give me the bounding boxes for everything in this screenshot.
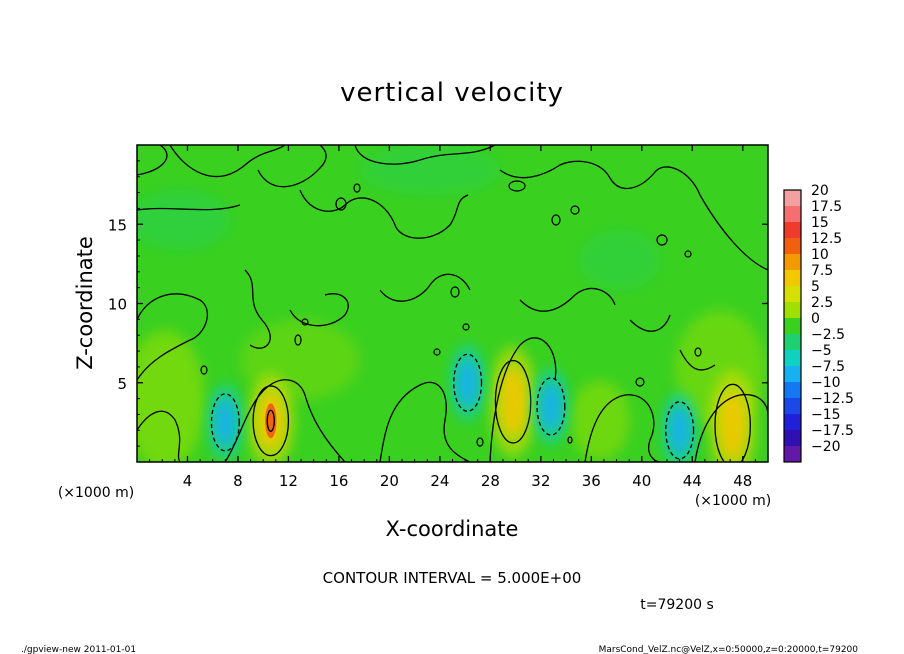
x-tick-label: 32 <box>531 472 550 490</box>
colorbar-swatch <box>784 238 801 255</box>
x-tick-label: 24 <box>430 472 449 490</box>
downdraft-cell <box>532 368 570 446</box>
colorbar-label: −12.5 <box>811 391 854 407</box>
x-axis: 4 8 12 16 20 24 28 32 36 40 44 48 <box>149 145 756 490</box>
x-tick-label: 36 <box>582 472 601 490</box>
cell-contour <box>665 401 695 460</box>
colorbar-label: 12.5 <box>811 231 842 247</box>
colorbar-swatch <box>784 350 801 367</box>
x-tick-label: 8 <box>233 472 243 490</box>
y-axis: 5 10 15 <box>108 160 768 447</box>
colorbar-label: 5 <box>811 279 820 295</box>
x-tick-label: 4 <box>183 472 193 490</box>
x-tick-label: 20 <box>380 472 399 490</box>
colorbar-swatch <box>784 254 801 271</box>
cell-core <box>718 390 747 461</box>
colorbar-label: −20 <box>811 439 841 455</box>
updraft-cell <box>708 369 757 462</box>
cell-core <box>456 358 479 408</box>
colorbar-frame <box>783 189 802 463</box>
x-tick-label: 44 <box>683 472 702 490</box>
footer-right: MarsCond_VelZ.nc@VelZ,x=0:50000,z=0:2000… <box>599 645 859 654</box>
y-tick-label: 10 <box>108 296 127 314</box>
colorbar-label: −2.5 <box>811 327 845 343</box>
colorbar-swatch <box>784 366 801 383</box>
cell-core <box>668 406 691 455</box>
colorbar-label: 17.5 <box>811 199 842 215</box>
cell-contour <box>536 377 566 436</box>
time-text: t=79200 s <box>640 597 714 613</box>
y-axis-label: Z-coordinate <box>73 236 97 370</box>
x-tick-label: 40 <box>632 472 651 490</box>
contour-interval-text: CONTOUR INTERVAL = 5.000E+00 <box>323 569 582 587</box>
x-unit-right: (×1000 m) <box>695 493 771 509</box>
footer-left: ./gpview-new 2011-01-01 <box>21 645 136 654</box>
colorbar-label: 7.5 <box>811 263 833 279</box>
zero-contours <box>137 145 768 462</box>
colorbar-swatch <box>784 398 801 415</box>
colorbar-label: 10 <box>811 247 829 263</box>
x-unit-left: (×1000 m) <box>58 485 134 501</box>
x-tick-label: 28 <box>481 472 500 490</box>
updraft-cell <box>246 373 295 462</box>
colorbar-label: −17.5 <box>811 423 854 439</box>
colorbar-label: −7.5 <box>811 359 845 375</box>
cell-contour <box>252 385 290 457</box>
x-tick-label: 48 <box>733 472 752 490</box>
y-tick-label: 15 <box>108 216 127 234</box>
colorbar: 2017.51512.5107.552.50−2.5−5−7.5−10−12.5… <box>783 183 854 463</box>
colorbar-swatch <box>784 222 801 239</box>
downdraft-cell <box>206 383 245 461</box>
x-tick-label: 16 <box>329 472 348 490</box>
cell-peak-contour <box>266 409 276 432</box>
y-tick-label: 5 <box>117 375 127 393</box>
colorbar-swatch <box>784 382 801 399</box>
colorbar-swatch <box>784 270 801 287</box>
colorbar-swatch <box>784 318 801 335</box>
colorbar-label: 20 <box>811 183 829 199</box>
colorbar-swatch <box>784 302 801 319</box>
downdraft-cell <box>660 391 699 462</box>
colorbar-swatch <box>784 190 801 207</box>
colorbar-swatch <box>784 286 801 303</box>
plot-area <box>137 145 768 462</box>
colorbar-swatch <box>784 430 801 447</box>
colorbar-swatch <box>784 414 801 431</box>
cell-contour <box>210 393 240 452</box>
colorbar-label: −15 <box>811 407 841 423</box>
colorbar-label: 0 <box>811 311 820 327</box>
cell-contour <box>714 383 751 462</box>
downdraft-cell <box>448 344 487 422</box>
colorbar-label: −5 <box>811 343 832 359</box>
updraft-cell <box>489 346 537 458</box>
colorbar-swatch <box>784 446 801 463</box>
velocity-cells <box>206 344 757 462</box>
cell-core <box>539 382 563 431</box>
colorbar-label: 15 <box>811 215 829 231</box>
cell-peak <box>265 403 277 439</box>
x-axis-label: X-coordinate <box>386 517 519 541</box>
cell-core <box>214 398 237 447</box>
cell-core <box>498 366 528 437</box>
colorbar-swatch <box>784 334 801 351</box>
colorbar-label: 2.5 <box>811 295 833 311</box>
chart-title: vertical velocity <box>340 78 564 108</box>
cell-contour <box>453 353 483 412</box>
colorbar-swatch <box>784 206 801 223</box>
x-tick-label: 12 <box>279 472 298 490</box>
small-contour-islands <box>200 180 702 447</box>
cell-contour <box>494 359 532 444</box>
colorbar-label: −10 <box>811 375 841 391</box>
